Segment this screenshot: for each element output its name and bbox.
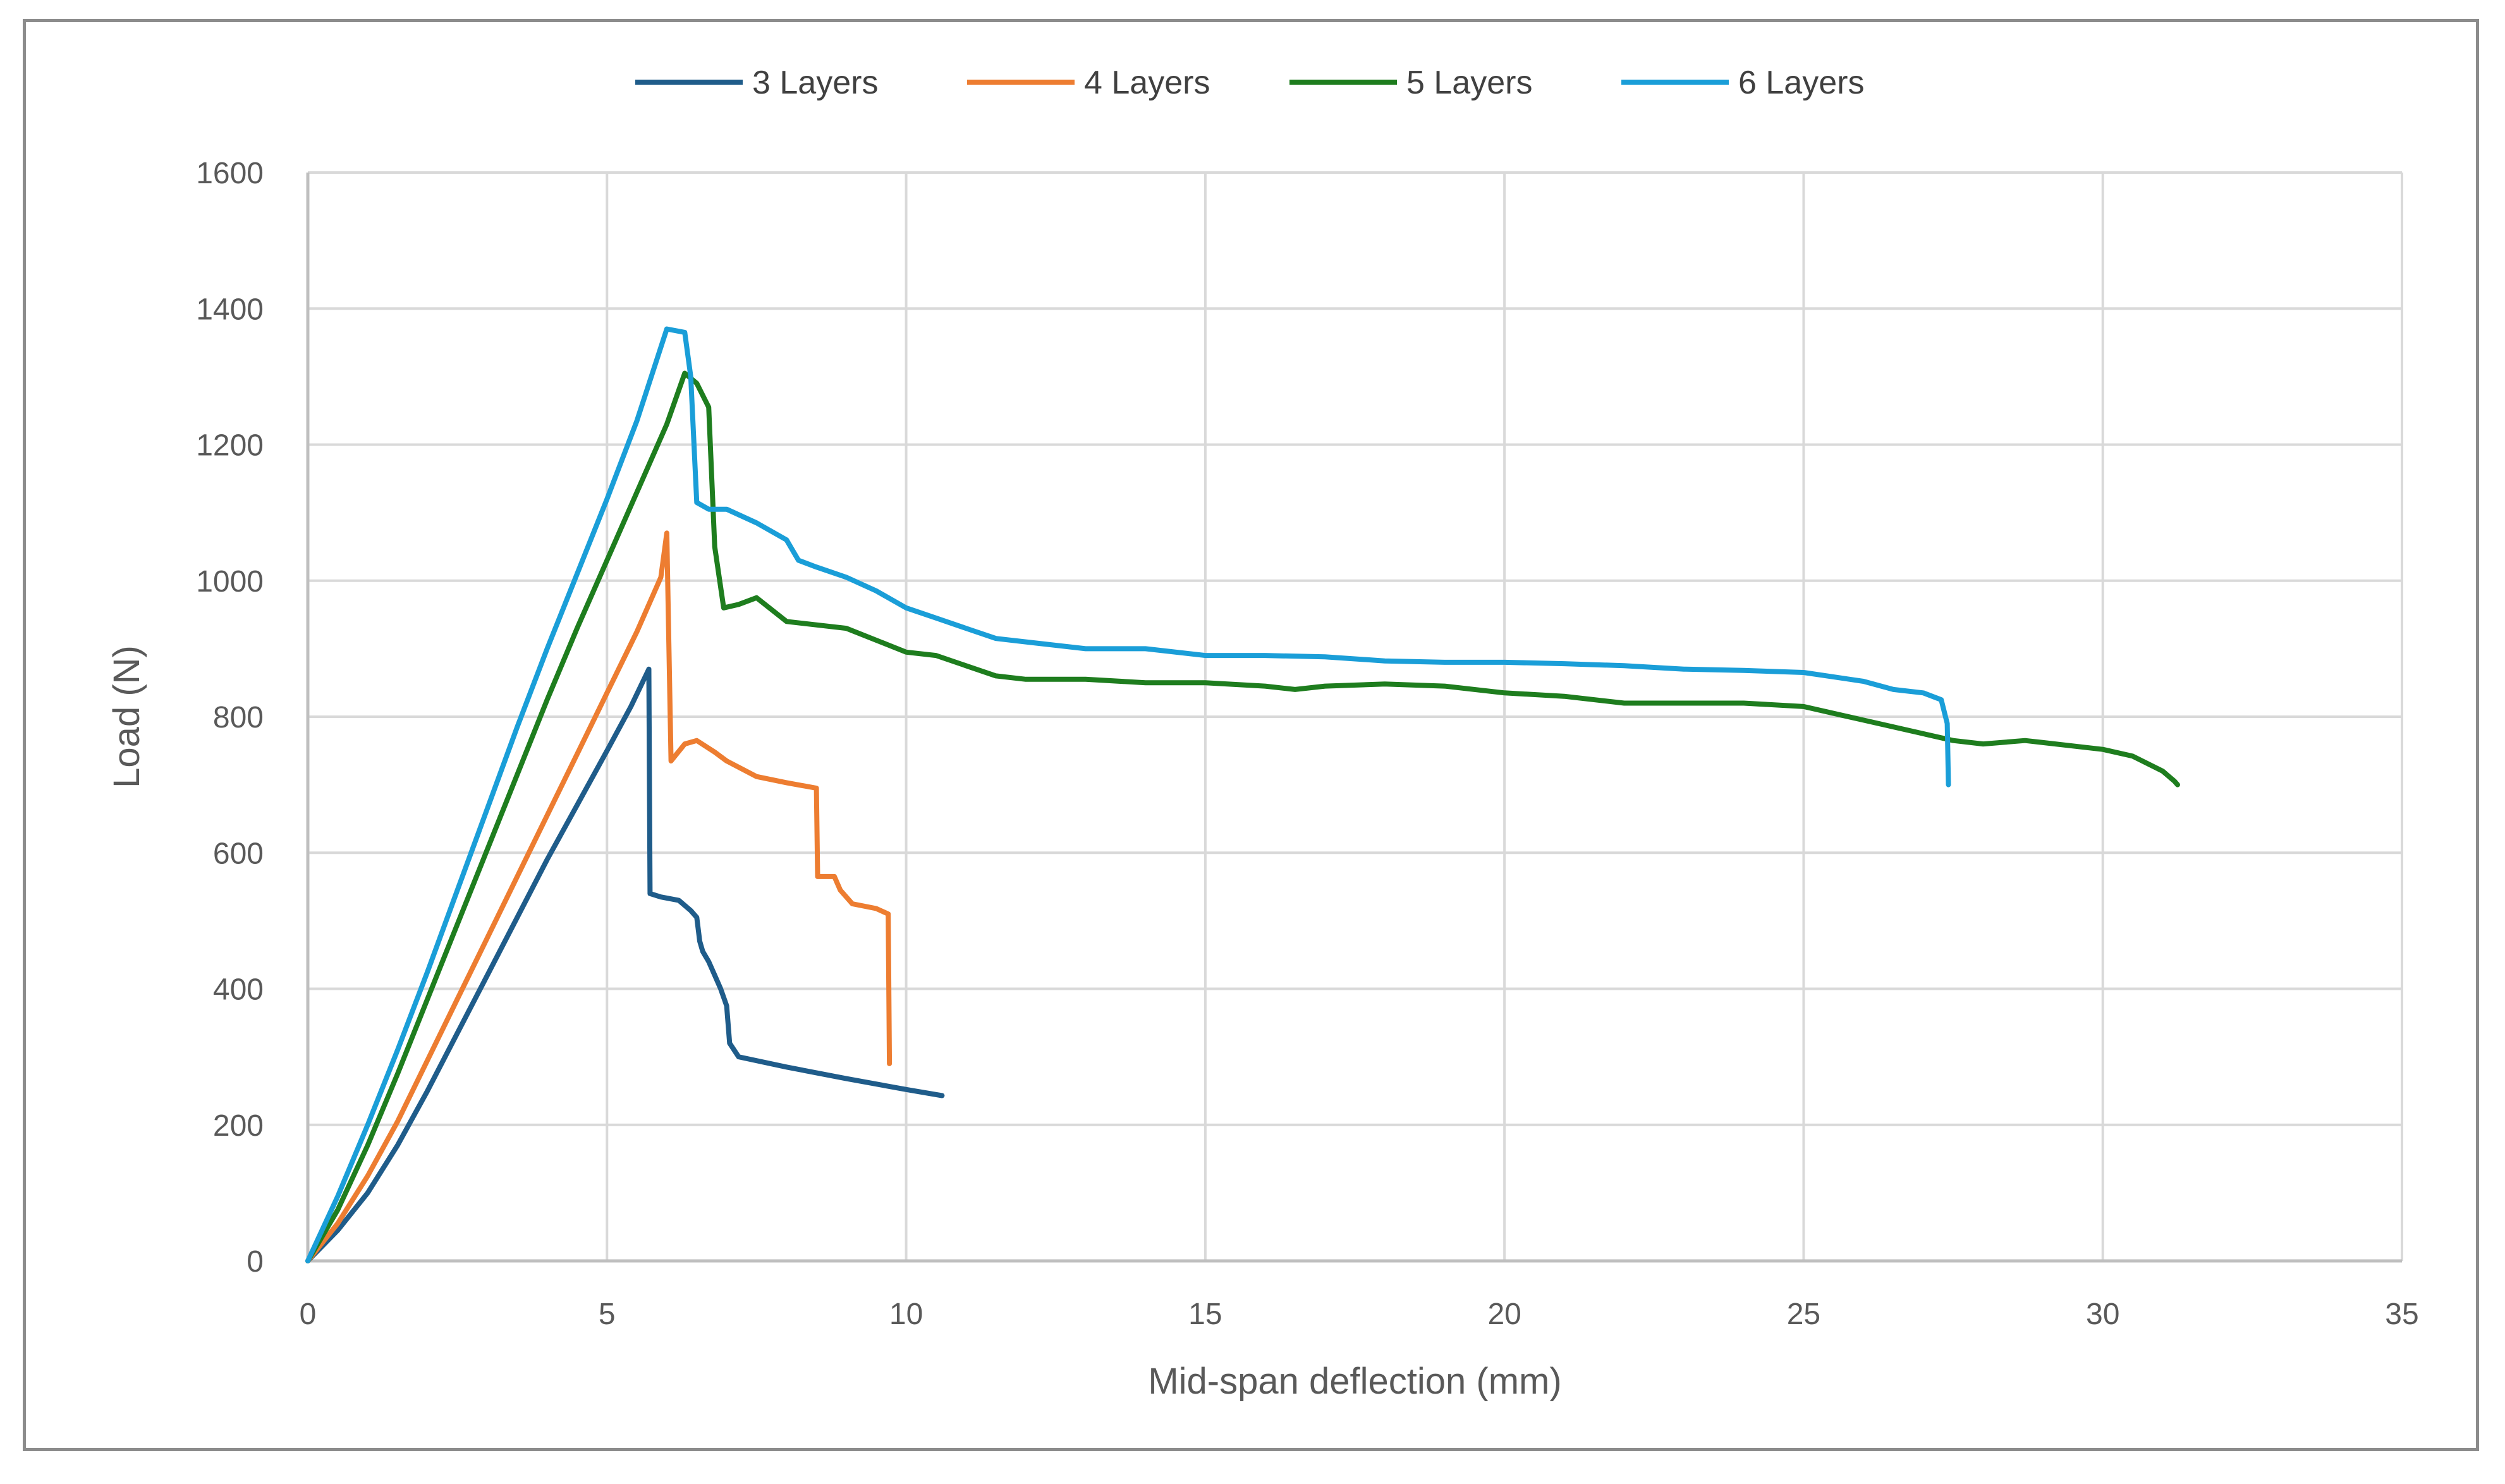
y-tick-label: 400 [213, 973, 264, 1007]
x-tick-label: 10 [889, 1298, 923, 1331]
tick-labels: 0 200 400 600 800 1000 1200 1400 1600 0 5 10 15 20 25 3… [196, 157, 2418, 1331]
y-tick-label: 800 [213, 701, 264, 734]
y-tick-label: 0 [247, 1245, 264, 1279]
y-axis-title: Load (N) [106, 645, 147, 788]
chart-frame [23, 19, 2479, 1451]
legend-label: 3 Layers [752, 64, 878, 101]
legend: 3 Layers 4 Layers 5 Layers 6 Layers [635, 64, 1864, 101]
series-line-4-layers [305, 530, 893, 1263]
x-tick-label: 30 [2086, 1298, 2119, 1331]
series-lines [305, 326, 2180, 1263]
x-tick-label: 35 [2385, 1298, 2418, 1331]
y-tick-label: 1600 [196, 157, 264, 190]
x-tick-label: 25 [1787, 1298, 1820, 1331]
x-axis-title: Mid-span deflection (mm) [1148, 1361, 1561, 1402]
series-line-6-layers [305, 326, 1951, 1263]
series-line-5-layers [305, 370, 2180, 1263]
x-tick-label: 20 [1487, 1298, 1521, 1331]
x-tick-label: 0 [300, 1298, 317, 1331]
legend-label: 5 Layers [1406, 64, 1532, 101]
x-tick-label: 15 [1188, 1298, 1222, 1331]
grid-lines [308, 171, 2403, 1261]
y-tick-label: 1200 [196, 429, 264, 463]
legend-label: 4 Layers [1084, 64, 1210, 101]
legend-label: 6 Layers [1738, 64, 1864, 101]
y-tick-label: 1400 [196, 293, 264, 326]
y-tick-label: 1000 [196, 565, 264, 599]
series-line-3-layers [305, 666, 945, 1263]
axes [306, 173, 2402, 1263]
y-tick-label: 200 [213, 1109, 264, 1143]
x-tick-label: 5 [599, 1298, 616, 1331]
y-tick-label: 600 [213, 837, 264, 870]
